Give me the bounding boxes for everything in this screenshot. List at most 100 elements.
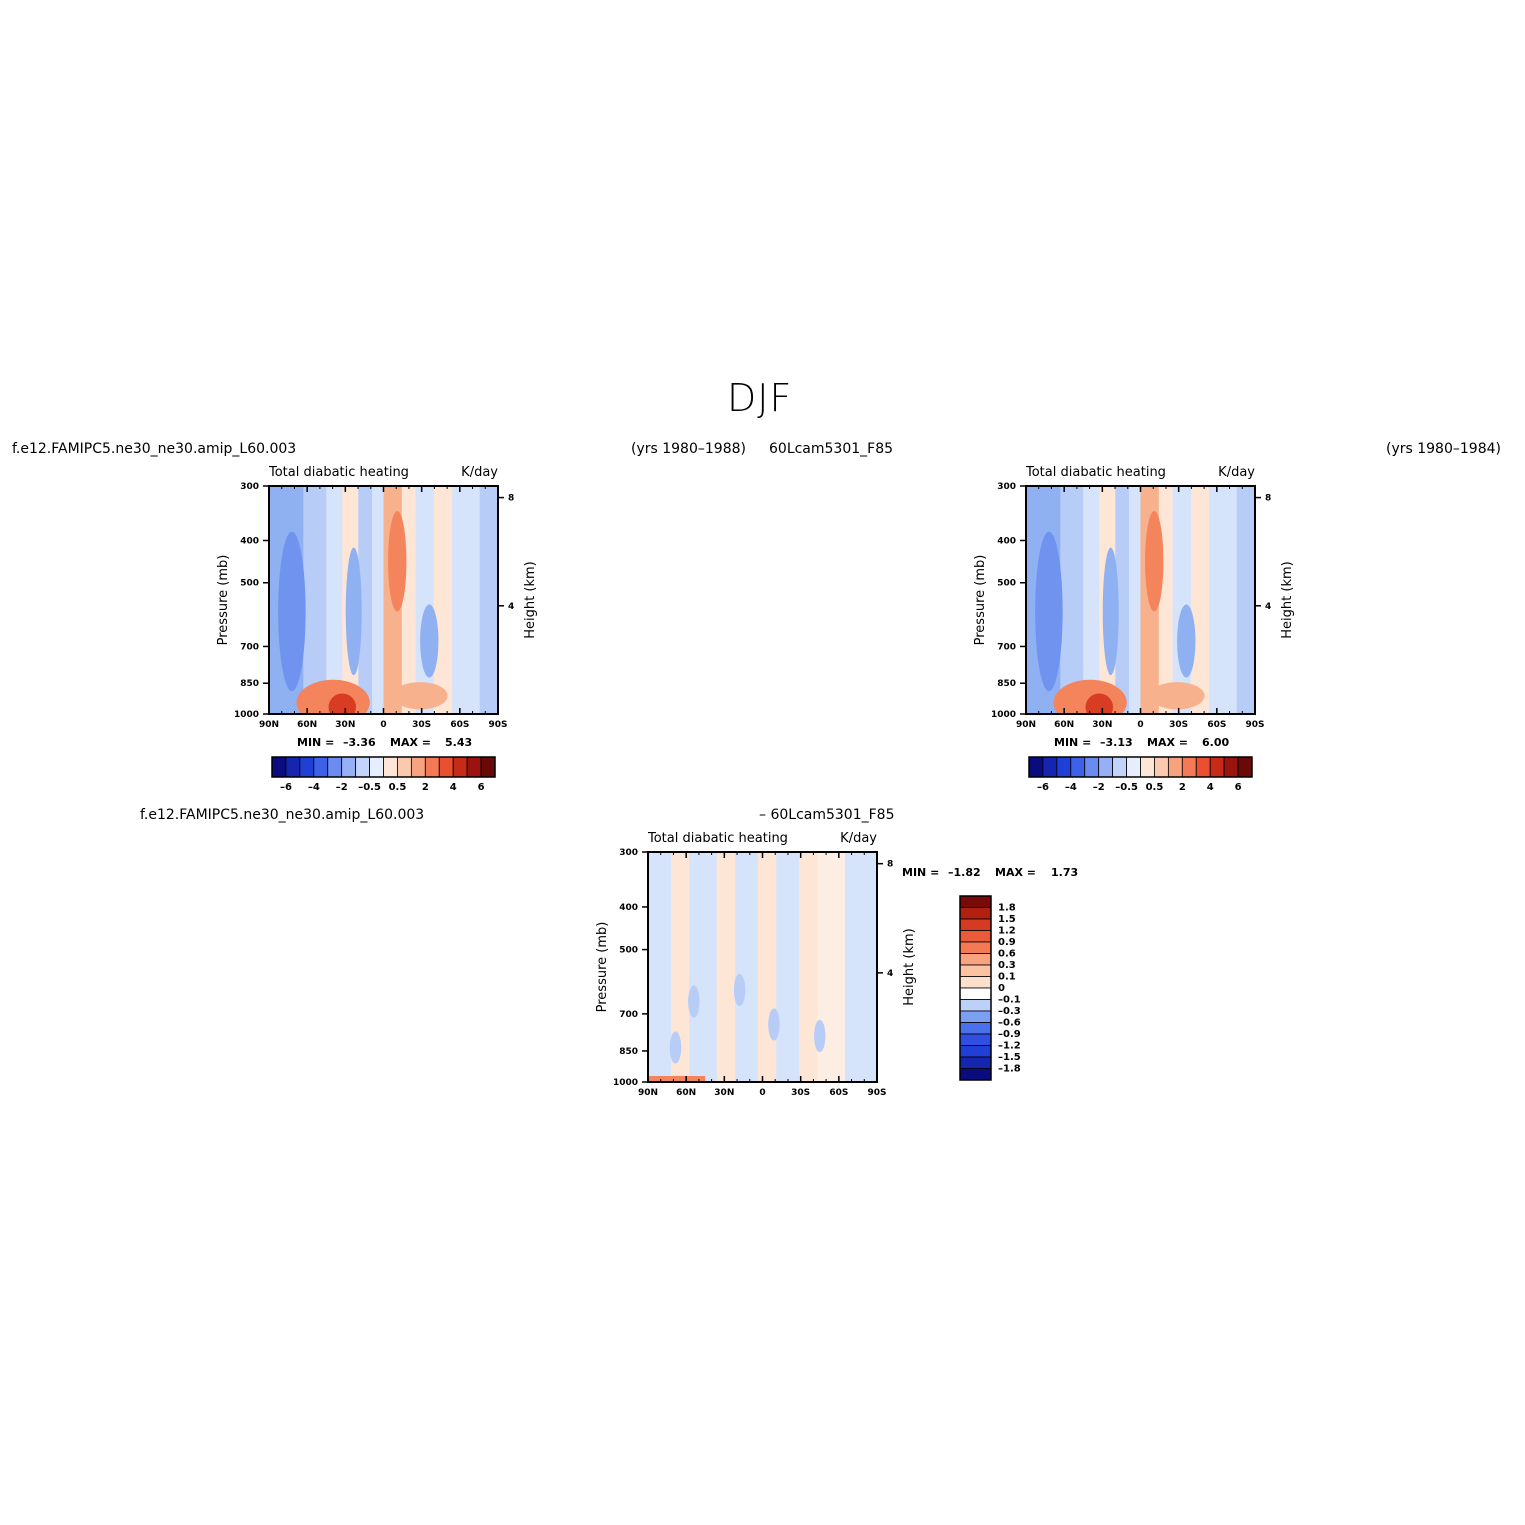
- y-tick-label: 850: [997, 679, 1016, 689]
- panel-right-band: [1158, 486, 1174, 714]
- colorbar-box: [959, 1033, 992, 1046]
- x-tick-label: 90N: [259, 720, 279, 730]
- panel-left-blob: [345, 547, 362, 676]
- panel-left-band: [326, 486, 343, 714]
- panel-left-band: [479, 486, 498, 714]
- y-axis-label: Pressure (mb): [973, 555, 988, 646]
- colorbar-box: [959, 941, 992, 954]
- panel-right-blob: [1035, 531, 1063, 692]
- y-tick-label: 1000: [613, 1078, 638, 1088]
- colorbar-box: [959, 930, 992, 943]
- height-tick-label: 4: [887, 969, 893, 979]
- x-tick-label: 0: [380, 720, 386, 730]
- panel-diff-blob: [768, 1008, 780, 1041]
- panel-right-band: [1190, 486, 1210, 714]
- height-axis-label: Height (km): [902, 928, 917, 1005]
- panel-diff-band: [776, 852, 800, 1082]
- colorbar-box: [383, 756, 398, 778]
- panel-right-field: [1026, 486, 1255, 714]
- colorbar-box: [299, 756, 315, 778]
- colorbar-tick-label: 0.5: [389, 782, 407, 793]
- colorbar-box: [1056, 756, 1072, 778]
- x-tick-label: 30N: [714, 1088, 734, 1098]
- x-tick-label: 60S: [450, 720, 469, 730]
- panel-diff-field: [648, 852, 877, 1082]
- panel-left-blob: [420, 604, 439, 678]
- colorbar-tick-label: 0.3: [998, 960, 1016, 971]
- colorbar-tick-label: –0.6: [998, 1018, 1021, 1029]
- x-tick-label: 30S: [1169, 720, 1188, 730]
- colorbar-box: [466, 756, 482, 778]
- colorbar-box: [1195, 756, 1211, 778]
- colorbar-box: [369, 756, 384, 778]
- colorbar-box: [327, 756, 343, 778]
- right-case-label: 60Lcam5301_F85: [769, 441, 894, 457]
- y-tick-label: 850: [240, 679, 259, 689]
- min-value: –1.82: [948, 866, 981, 879]
- panel-right-blob: [1085, 693, 1114, 714]
- colorbar-tick-label: –6: [280, 782, 292, 793]
- colorbar-box: [285, 756, 301, 778]
- height-axis-label: Height (km): [1280, 561, 1295, 638]
- colorbar-tick-label: 0.9: [998, 937, 1016, 948]
- height-tick-label: 4: [1265, 602, 1271, 612]
- colorbar-tick-label: 0.6: [998, 949, 1016, 960]
- panel-diff-blob: [648, 1076, 706, 1082]
- panel-left-band: [358, 486, 373, 714]
- min-label: MIN =: [902, 866, 939, 879]
- x-tick-label: 90S: [867, 1088, 886, 1098]
- colorbar-box: [424, 756, 440, 778]
- panel-right-blob: [1177, 604, 1196, 678]
- colorbar-box: [438, 756, 454, 778]
- colorbar-box: [1098, 756, 1114, 778]
- panel-title: Total diabatic heating: [268, 465, 409, 480]
- colorbar-box: [959, 1045, 992, 1058]
- x-tick-label: 90N: [638, 1088, 658, 1098]
- x-tick-label: 30N: [1092, 720, 1112, 730]
- right-years-label: (yrs 1980–1984): [1386, 441, 1501, 457]
- panel-title: Total diabatic heating: [1025, 465, 1166, 480]
- y-tick-label: 400: [997, 536, 1016, 546]
- y-tick-label: 300: [997, 482, 1016, 492]
- panel-right-band: [1115, 486, 1130, 714]
- panel-left-band: [303, 486, 327, 714]
- colorbar-tick-label: 0: [998, 983, 1005, 994]
- colorbar-tick-label: 0.1: [998, 972, 1016, 983]
- colorbar-box: [959, 953, 992, 966]
- colorbar-box: [959, 1010, 992, 1023]
- panel-title: Total diabatic heating: [647, 831, 788, 846]
- y-tick-label: 1000: [991, 710, 1016, 720]
- panel-right-blob: [1145, 511, 1164, 612]
- colorbar-box: [959, 999, 992, 1012]
- colorbar-tick-label: –0.3: [998, 1006, 1021, 1017]
- diff-case-b-label: – 60Lcam5301_F85: [759, 807, 895, 823]
- colorbar-box: [1237, 756, 1253, 778]
- colorbar-tick-label: –0.5: [1115, 782, 1138, 793]
- colorbar-box: [452, 756, 468, 778]
- panel-diff-band: [799, 852, 818, 1082]
- colorbar-box: [1028, 756, 1044, 778]
- colorbar-tick-label: –0.9: [998, 1029, 1021, 1040]
- colorbar-box: [959, 976, 992, 989]
- y-tick-label: 300: [619, 848, 638, 858]
- x-tick-label: 0: [1137, 720, 1143, 730]
- panel-left-band: [415, 486, 435, 714]
- x-tick-label: 30S: [412, 720, 431, 730]
- panel-diff-blob: [669, 1031, 682, 1064]
- colorbar-box: [1209, 756, 1225, 778]
- panel-diff-blob: [733, 973, 746, 1007]
- panel-units: K/day: [1218, 465, 1255, 480]
- x-tick-label: 60N: [676, 1088, 696, 1098]
- panel-diff-blob: [688, 985, 700, 1018]
- y-tick-label: 400: [240, 536, 259, 546]
- colorbar-tick-label: 1.5: [998, 914, 1016, 925]
- panel-left-band: [401, 486, 417, 714]
- panel-diff-band: [716, 852, 736, 1082]
- panel-left-blob: [392, 682, 448, 710]
- colorbar-box: [959, 987, 992, 1000]
- colorbar-tick-label: –0.1: [998, 995, 1021, 1006]
- colorbar-box: [959, 1022, 992, 1035]
- colorbar-tick-label: 1.2: [998, 926, 1016, 937]
- panel-right-band: [1172, 486, 1192, 714]
